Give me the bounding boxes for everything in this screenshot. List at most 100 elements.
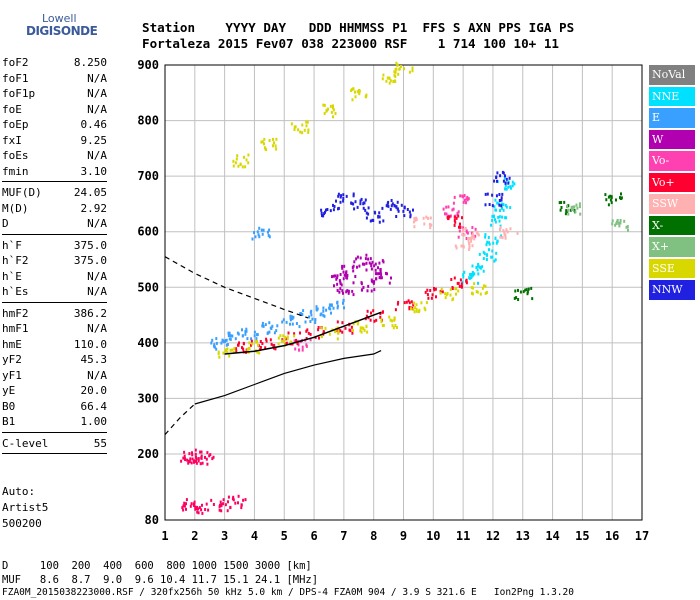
echo-point-sse (232, 164, 235, 168)
echo-point-vo- (273, 344, 276, 348)
echo-point-vo- (305, 329, 308, 333)
echo-point-x- (527, 287, 530, 291)
param-row: foEp 0.46 (2, 117, 107, 133)
echo-point-nne (492, 214, 495, 218)
echo-point-e (253, 334, 256, 338)
echo-point-sse (234, 161, 237, 165)
echo-point-e (253, 330, 256, 334)
param-value: 110.0 (73, 337, 107, 351)
echo-point-es (195, 461, 198, 465)
echo-point-es (242, 498, 245, 502)
echo-point-x- (563, 200, 566, 204)
echo-point-ssw (467, 237, 469, 240)
echo-point-sse (420, 301, 423, 305)
echo-point-ssw (461, 233, 464, 236)
echo-point-sse (475, 290, 478, 294)
param-value: N/A (87, 87, 107, 100)
echo-point-nnw (320, 211, 323, 215)
echo-point-nnw (345, 194, 348, 198)
echo-point-w (388, 281, 391, 285)
echo-point-vo- (430, 296, 433, 300)
echo-point-es (188, 460, 191, 464)
echo-point-vo- (242, 347, 245, 351)
echo-point-es (218, 508, 221, 512)
echo-point-sse (268, 139, 271, 142)
echo-point-vo- (259, 340, 262, 343)
echo-point-es (212, 455, 215, 459)
echo-point-x- (524, 288, 527, 292)
echo-point-e (328, 306, 331, 310)
echo-point-sse (283, 340, 286, 344)
echo-point-ssw (460, 244, 463, 248)
echo-point-vo- (309, 332, 312, 336)
echo-point-ssw (471, 234, 474, 238)
echo-point-e (336, 306, 339, 310)
echo-point-e (228, 331, 231, 335)
echo-point-w (360, 282, 363, 286)
echo-point-ssw (415, 217, 418, 221)
echo-point-sse (279, 334, 282, 338)
profile-extrapolation (164, 403, 196, 435)
echo-point-nnw (493, 179, 496, 183)
echo-point-e (329, 307, 332, 311)
echo-point-es (194, 448, 197, 452)
echo-point-nnw (500, 196, 503, 200)
echo-point-es (195, 457, 198, 461)
echo-point-vo- (405, 300, 408, 304)
echo-point-sse (388, 81, 391, 85)
echo-point-sse (261, 140, 264, 144)
echo-point-nnw (397, 209, 400, 213)
echo-point-sse (264, 147, 267, 151)
echo-point-sse (354, 95, 357, 99)
param-row: fmin 3.10 (2, 164, 107, 180)
echo-point-vo- (456, 281, 459, 285)
echo-point-w (374, 268, 377, 272)
echo-point-nne (487, 236, 490, 239)
param-key: fmin (2, 164, 29, 178)
echo-point-es (222, 502, 225, 506)
echo-point-nne (462, 275, 465, 279)
auto-artist: Artist5 (2, 501, 49, 514)
echo-point-e (261, 232, 264, 236)
echo-point-w (374, 272, 377, 276)
param-row: foF2 8.250 (2, 55, 107, 71)
echo-point-w (356, 255, 359, 259)
echo-point-vo- (459, 278, 462, 282)
echo-point-nne (477, 272, 480, 276)
echo-point-sse (366, 330, 369, 334)
echo-point-es (200, 456, 203, 460)
echo-point-e (266, 331, 269, 335)
echo-point-sse (479, 292, 482, 296)
echo-point-e (262, 228, 265, 232)
echo-point-ssw (455, 246, 458, 250)
echo-point-ssw (462, 229, 465, 233)
echo-point-sse (359, 326, 362, 330)
echo-point-sse (330, 110, 333, 114)
echo-point-x- (619, 219, 622, 222)
echo-point-vo- (462, 195, 465, 199)
echo-point-x- (619, 196, 621, 200)
echo-point-vo- (250, 339, 253, 343)
echo-point-vo- (452, 201, 455, 205)
echo-point-vo- (372, 309, 375, 313)
echo-point-vo- (370, 311, 372, 315)
echo-point-x- (618, 224, 621, 228)
echo-point-nne (486, 253, 489, 257)
echo-point-nne (483, 252, 486, 256)
echo-point-sse (256, 340, 258, 344)
echo-point-vo- (382, 310, 384, 314)
echo-point-e (236, 331, 239, 335)
param-separator (2, 181, 107, 182)
echo-point-es (204, 508, 207, 511)
echo-point-x- (566, 204, 568, 208)
echo-point-e (282, 318, 285, 322)
echo-point-e (257, 233, 260, 237)
echo-point-x- (614, 223, 617, 227)
echo-point-x- (576, 206, 579, 210)
echo-point-x- (617, 221, 620, 225)
echo-point-nne (488, 241, 491, 245)
echo-point-nnw (371, 218, 374, 222)
echo-point-nne (488, 248, 490, 252)
param-row: h`E N/A (2, 269, 107, 285)
x-tick-label: 13 (516, 529, 530, 543)
